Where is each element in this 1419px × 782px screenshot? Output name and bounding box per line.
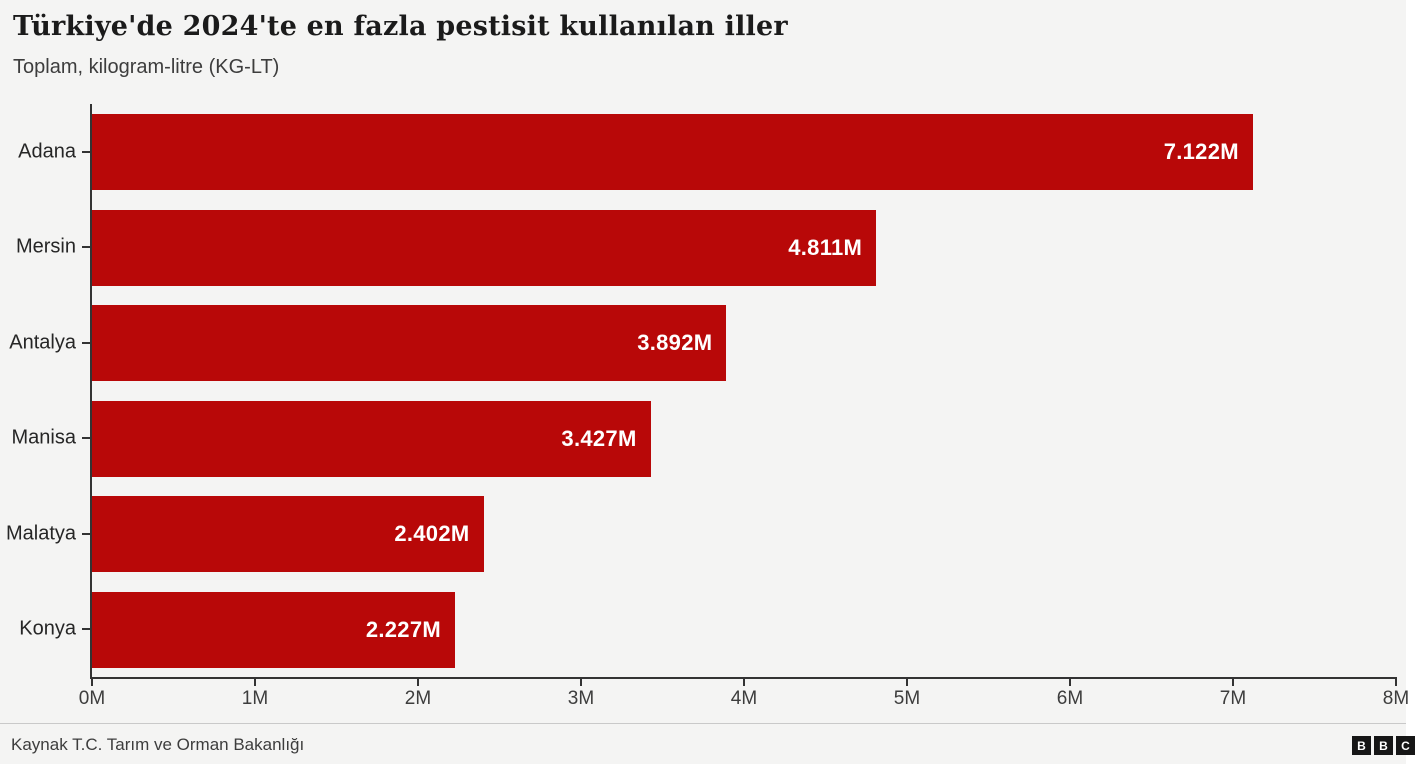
chart-canvas: Türkiye'de 2024'te en fazla pestisit kul… [0,0,1415,764]
x-axis-tick-mark [254,677,256,686]
y-axis-tick [82,437,90,440]
x-axis-tick-label: 4M [730,688,758,709]
y-axis-tick [82,628,90,631]
x-axis-tick-mark [743,677,745,686]
y-axis-line [90,104,92,679]
bar: 2.227M [92,591,455,668]
bbc-logo-block: C [1396,736,1415,755]
category-label: Antalya [9,331,76,354]
bar: 4.811M [92,209,877,286]
x-axis-tick-label: 2M [404,688,432,709]
bbc-logo-block: B [1374,736,1393,755]
x-axis-tick-label: 6M [1056,688,1084,709]
chart-title: Türkiye'de 2024'te en fazla pestisit kul… [13,11,788,42]
bar-value-label: 2.402M [394,521,470,546]
chart-subtitle: Toplam, kilogram-litre (KG-LT) [13,56,280,78]
x-axis-tick-mark [91,677,93,686]
chart-band: Malatya 2.402M [6,486,1396,582]
footer-divider [0,723,1406,724]
x-axis-tick-mark [1069,677,1071,686]
chart-band: Konya 2.227M [19,582,1396,678]
plot-area: Adana 7.122M Mersin 4.811M Antalya 3.892M Mani… [6,104,1397,679]
y-axis-tick [82,341,90,344]
source-text: Kaynak T.C. Tarım ve Orman Bakanlığı [11,735,305,754]
x-axis-tick-label: 1M [241,688,269,709]
category-label: Adana [18,140,76,163]
y-axis-tick [82,532,90,535]
bar-value-label: 3.427M [561,425,637,451]
bar: 2.402M [92,496,484,572]
bar-value-label: 3.892M [637,330,713,355]
category-label: Konya [19,617,76,640]
category-label: Mersin [15,235,76,258]
chart-band: Mersin 4.811M [16,200,1396,296]
x-axis-tick-mark [417,677,419,686]
x-axis-tick-mark [580,677,582,686]
x-axis-tick-mark [1395,677,1397,686]
bar-value-label: 4.811M [788,234,863,260]
x-axis-tick-mark [1232,677,1234,686]
x-axis-tick-label: 8M [1382,688,1410,709]
y-axis-tick [82,150,90,153]
category-label: Manisa [11,426,76,449]
plot-bands: Adana 7.122M Mersin 4.811M Antalya 3.892M Mani… [6,104,1396,678]
x-axis-tick-label: 0M [78,688,106,709]
bar-value-label: 2.227M [365,616,441,642]
x-axis-tick-label: 7M [1219,688,1247,709]
chart-band: Antalya 3.892M [9,295,1396,391]
y-axis-tick [82,246,90,249]
chart-band: Adana 7.122M [18,104,1396,200]
bar-value-label: 7.122M [1163,139,1239,164]
bar: 3.892M [92,305,727,381]
x-axis-tick-label: 3M [567,688,595,709]
x-axis: 0M 1M 2M 3M 4M 5M 6M 7M 8M [79,677,1409,713]
x-axis-tick-label: 5M [893,688,921,709]
bar: 3.427M [92,400,651,477]
category-label: Malatya [5,522,76,545]
x-axis-tick-mark [906,677,908,686]
bar: 7.122M [92,114,1253,190]
bbc-logo-block: B [1352,736,1371,755]
chart-band: Manisa 3.427M [12,391,1396,487]
